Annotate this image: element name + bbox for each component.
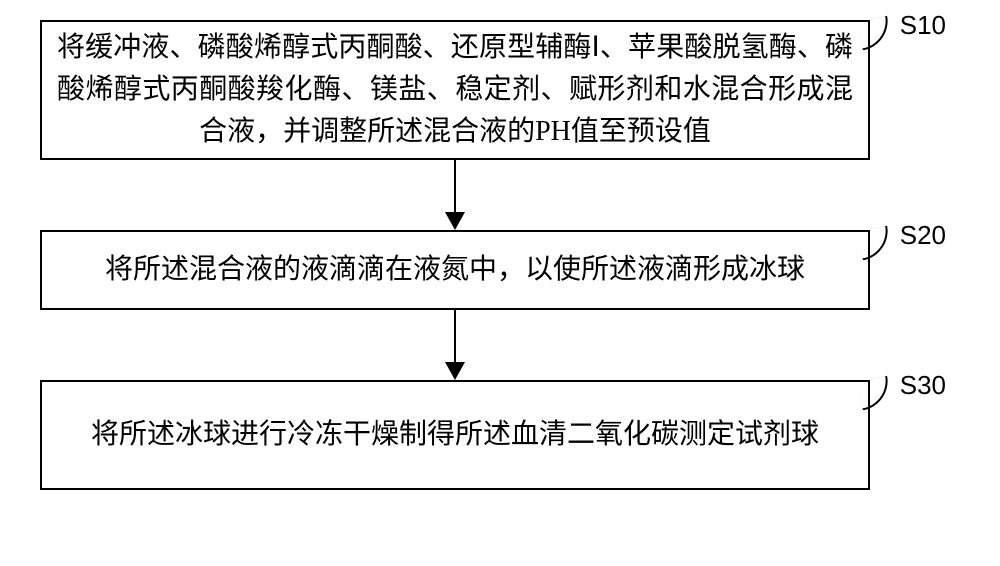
node-label: S20 bbox=[900, 220, 946, 251]
node-text: 将所述混合液的液滴滴在液氮中，以使所述液滴形成冰球 bbox=[90, 239, 820, 301]
flowchart-node-s10: 将缓冲液、磷酸烯醇式丙酮酸、还原型辅酶Ⅰ、苹果酸脱氢酶、磷酸烯醇式丙酮酸羧化酶、… bbox=[40, 20, 870, 160]
flowchart-node-s20: 将所述混合液的液滴滴在液氮中，以使所述液滴形成冰球 S20 bbox=[40, 230, 870, 310]
label-connector bbox=[858, 16, 893, 51]
label-connector bbox=[858, 226, 893, 261]
arrow-head-icon bbox=[445, 212, 465, 230]
node-text: 将缓冲液、磷酸烯醇式丙酮酸、还原型辅酶Ⅰ、苹果酸脱氢酶、磷酸烯醇式丙酮酸羧化酶、… bbox=[42, 17, 868, 163]
arrow-line bbox=[454, 310, 456, 365]
node-text: 将所述冰球进行冷冻干燥制得所述血清二氧化碳测定试剂球 bbox=[76, 404, 834, 466]
flowchart-node-s30: 将所述冰球进行冷冻干燥制得所述血清二氧化碳测定试剂球 S30 bbox=[40, 380, 870, 490]
arrow-line bbox=[454, 160, 456, 215]
label-connector bbox=[858, 376, 893, 411]
node-label: S30 bbox=[900, 370, 946, 401]
flowchart-edge bbox=[40, 310, 870, 380]
flowchart-edge bbox=[40, 160, 870, 230]
flowchart-container: 将缓冲液、磷酸烯醇式丙酮酸、还原型辅酶Ⅰ、苹果酸脱氢酶、磷酸烯醇式丙酮酸羧化酶、… bbox=[40, 20, 960, 490]
node-label: S10 bbox=[900, 10, 946, 41]
arrow-head-icon bbox=[445, 362, 465, 380]
